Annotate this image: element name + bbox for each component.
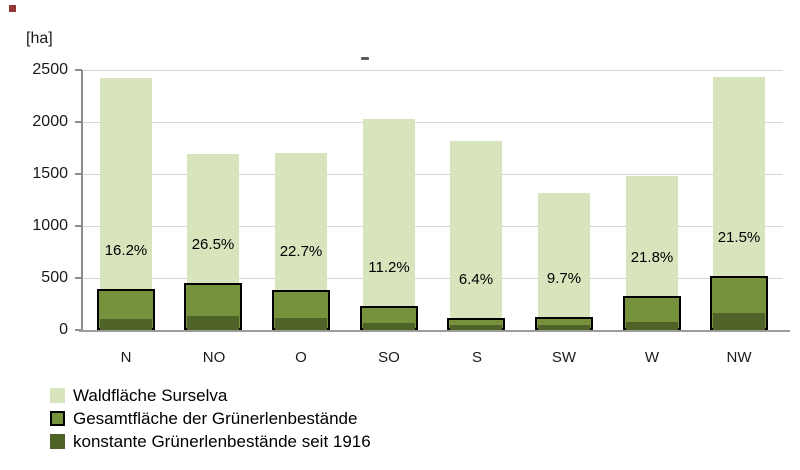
legend-label: konstante Grünerlenbestände seit 1916	[73, 431, 371, 451]
chart-legend: Waldfläche Surselva Gesamtfläche der Grü…	[50, 384, 371, 453]
y-axis-tick	[75, 225, 82, 227]
y-axis-tick	[75, 121, 82, 123]
bar-SO-series0	[363, 119, 415, 330]
y-axis-tick	[75, 69, 82, 71]
x-category-label-O: O	[295, 349, 307, 366]
x-axis-line	[79, 330, 790, 332]
bar-SW-series0	[538, 193, 590, 330]
bar-NW-series2	[713, 313, 765, 330]
title-dash-mark	[361, 57, 369, 60]
legend-item-gesamtflaeche: Gesamtfläche der Grünerlenbestände	[50, 407, 371, 430]
legend-label: Waldfläche Surselva	[73, 385, 228, 405]
legend-swatch-gesamtflaeche	[50, 411, 65, 426]
bar-N-series0	[100, 78, 152, 330]
percent-label: 21.5%	[717, 229, 761, 246]
bar-S-series0	[450, 141, 502, 330]
percent-label: 6.4%	[458, 271, 494, 288]
bar-O-series2	[275, 318, 327, 330]
gridline	[82, 121, 783, 123]
x-category-label-SO: SO	[378, 349, 400, 366]
bar-N-series2	[100, 319, 152, 330]
gridline	[82, 69, 783, 71]
x-category-label-S: S	[471, 349, 482, 366]
y-axis-unit-label: [ha]	[26, 30, 53, 47]
x-category-label-N: N	[120, 349, 132, 366]
x-category-label-NO: NO	[202, 349, 226, 366]
percent-label: 9.7%	[546, 270, 582, 287]
gridline	[82, 173, 783, 175]
y-axis-line	[81, 70, 83, 332]
y-tick-label: 500	[41, 269, 68, 286]
legend-item-konstante: konstante Grünerlenbestände seit 1916	[50, 430, 371, 453]
percent-label: 11.2%	[368, 259, 410, 276]
red-corner-mark	[9, 5, 16, 12]
y-axis-tick	[75, 173, 82, 175]
bar-SO-series2	[363, 323, 415, 330]
bar-S-series2	[450, 325, 502, 330]
percent-label: 22.7%	[279, 243, 323, 260]
bar-W-series2	[626, 322, 678, 330]
legend-label: Gesamtfläche der Grünerlenbestände	[73, 408, 358, 428]
y-tick-label: 2000	[32, 113, 68, 130]
gridline	[82, 277, 783, 279]
percent-label: 16.2%	[104, 242, 148, 259]
bar-NO-series2	[187, 316, 239, 330]
y-tick-label: 0	[59, 321, 68, 338]
y-tick-label: 1000	[32, 217, 68, 234]
legend-swatch-waldflaeche	[50, 388, 65, 403]
gridline	[82, 225, 783, 227]
y-tick-label: 1500	[32, 165, 68, 182]
percent-label: 26.5%	[191, 236, 235, 253]
legend-item-waldflaeche: Waldfläche Surselva	[50, 384, 371, 407]
y-axis-tick	[75, 329, 82, 331]
x-category-label-SW: SW	[551, 349, 577, 366]
x-category-label-W: W	[644, 349, 660, 366]
percent-label: 21.8%	[630, 249, 674, 266]
x-category-label-NW: NW	[726, 349, 752, 366]
bar-SW-series2	[538, 325, 590, 330]
y-axis-tick	[75, 277, 82, 279]
y-tick-label: 2500	[32, 61, 68, 78]
legend-swatch-konstante	[50, 434, 65, 449]
